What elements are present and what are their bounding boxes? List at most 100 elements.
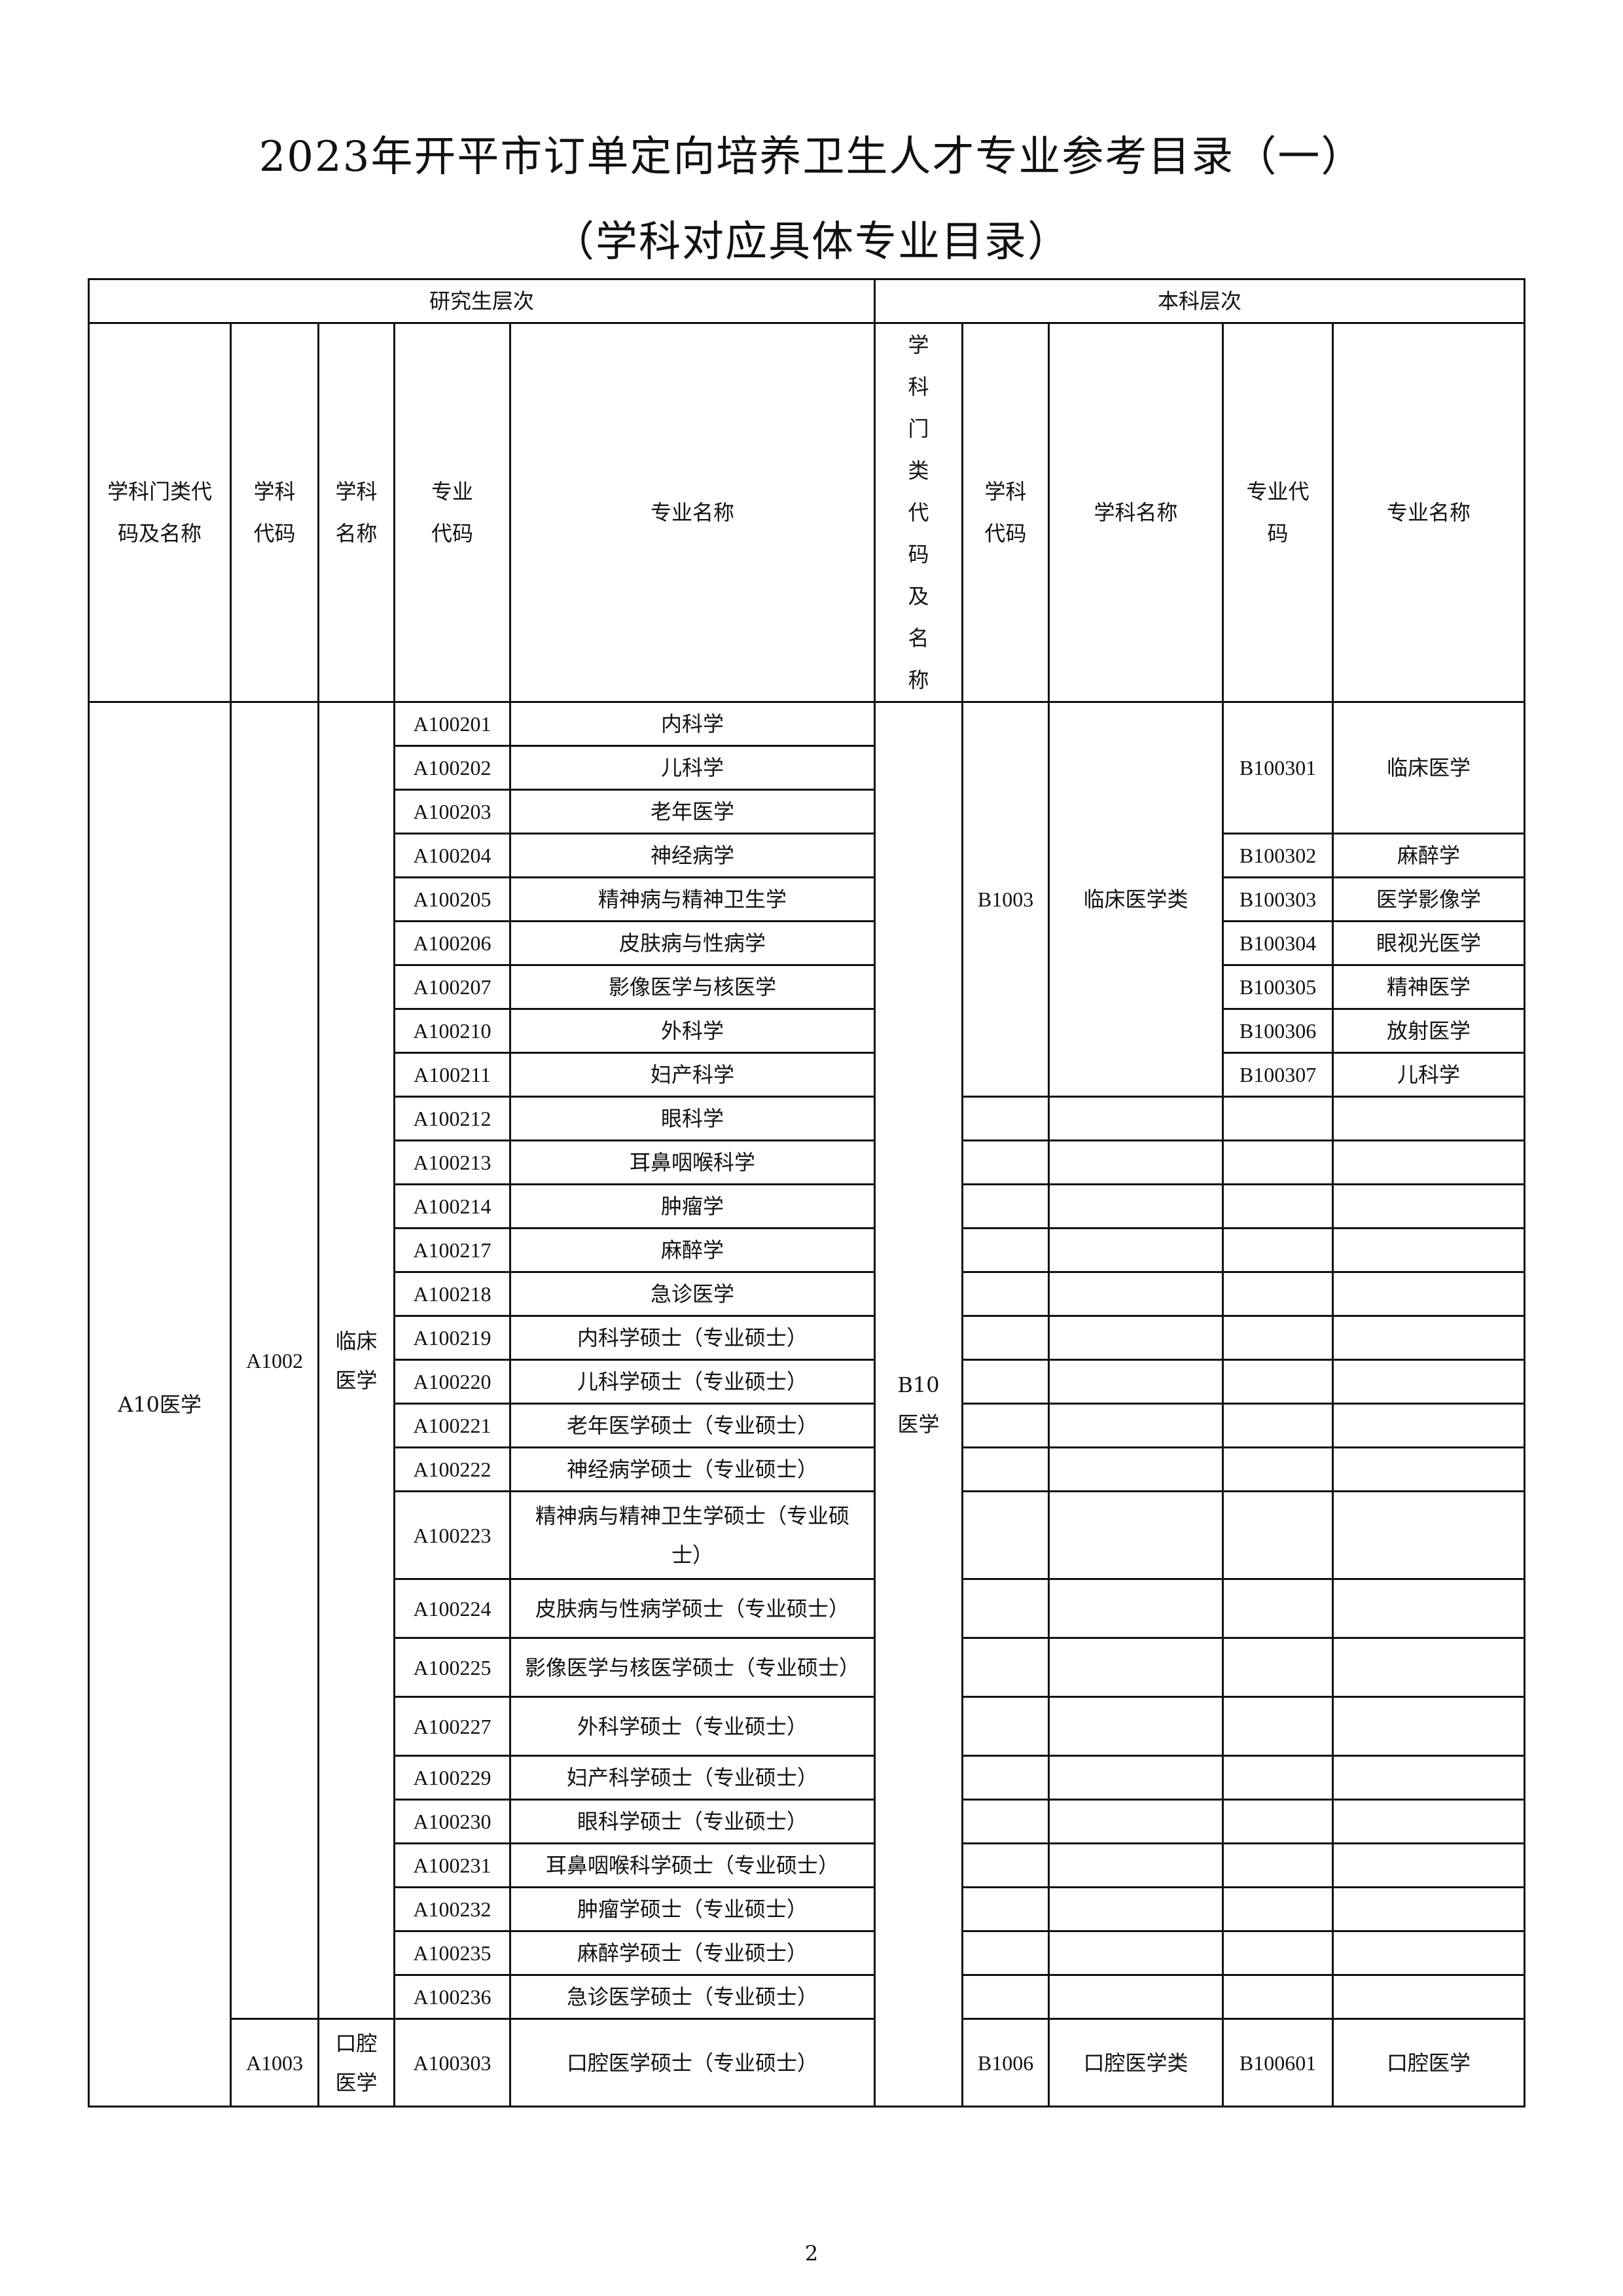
empty-cell	[1222, 1755, 1334, 1801]
empty-cell	[961, 1139, 1050, 1185]
empty-cell	[1222, 1930, 1334, 1976]
empty-cell	[1332, 1227, 1526, 1273]
grad-major-name: 外科学硕士（专业硕士）	[508, 1696, 876, 1757]
ug-discipline-name: 口腔医学类	[1048, 2018, 1224, 2108]
empty-cell	[1332, 1403, 1526, 1448]
ug-discipline-code: B1003	[961, 701, 1050, 1098]
table-row: A100222 神经病学硕士（专业硕士）	[89, 1446, 1526, 1492]
grad-col-major-code: 专业代码	[393, 322, 511, 703]
empty-cell	[961, 1799, 1050, 1844]
grad-discipline-name: 口腔医学	[317, 2018, 395, 2108]
grad-major-code: A100220	[393, 1359, 511, 1405]
empty-cell	[1048, 1403, 1224, 1448]
grad-major-code: A100222	[393, 1446, 511, 1492]
ug-major-code: B100307	[1222, 1052, 1334, 1098]
empty-cell	[1332, 1578, 1526, 1639]
table-row: A100204 神经病学 B100302 麻醉学	[89, 833, 1526, 878]
undergrad-level-header: 本科层次	[874, 278, 1526, 324]
table-row: A100211 妇产科学 B100307 儿科学	[89, 1052, 1526, 1098]
empty-cell	[1222, 1446, 1334, 1492]
empty-cell	[1048, 1096, 1224, 1141]
empty-cell	[1332, 1490, 1526, 1580]
empty-cell	[1332, 1637, 1526, 1698]
ug-major-name: 儿科学	[1332, 1052, 1526, 1098]
grad-major-code: A100214	[393, 1183, 511, 1229]
empty-cell	[961, 1359, 1050, 1405]
ug-col-category: 学科门类代码及名称	[874, 322, 964, 703]
table-row: A1003 口腔医学 A100303 口腔医学硕士（专业硕士） B1006 口腔医学类 B1…	[89, 2018, 1526, 2108]
level-header-row: 研究生层次 本科层次	[87, 278, 1526, 324]
empty-cell	[1048, 1271, 1224, 1317]
empty-cell	[961, 1886, 1050, 1932]
grad-major-name: 眼科学	[508, 1096, 876, 1141]
grad-major-code: A100231	[393, 1842, 511, 1888]
empty-cell	[1332, 1696, 1526, 1757]
grad-major-name: 耳鼻咽喉科学硕士（专业硕士）	[508, 1842, 876, 1888]
empty-cell	[1222, 1842, 1334, 1888]
table-row: A100212 眼科学	[89, 1096, 1526, 1141]
ug-discipline-name: 临床医学类	[1048, 701, 1224, 1098]
empty-cell	[1222, 1315, 1334, 1361]
table-row: A100214 肿瘤学	[89, 1183, 1526, 1229]
table-row: A100225 影像医学与核医学硕士（专业硕士）	[89, 1637, 1526, 1698]
empty-cell	[1048, 1315, 1224, 1361]
empty-cell	[1048, 1755, 1224, 1801]
table-row: A100230 眼科学硕士（专业硕士）	[89, 1799, 1526, 1844]
grad-discipline-code: A1003	[230, 2018, 319, 2108]
grad-major-name: 耳鼻咽喉科学	[508, 1139, 876, 1185]
empty-cell	[1048, 1359, 1224, 1405]
grad-major-name: 精神病与精神卫生学硕士（专业硕士）	[508, 1490, 876, 1580]
grad-col-major-name: 专业名称	[508, 322, 876, 703]
empty-cell	[1048, 1578, 1224, 1639]
table-row: A100231 耳鼻咽喉科学硕士（专业硕士）	[89, 1842, 1526, 1888]
table-row: A100235 麻醉学硕士（专业硕士）	[89, 1930, 1526, 1976]
empty-cell	[1048, 1974, 1224, 2020]
empty-cell	[1048, 1227, 1224, 1273]
ug-col-major-code: 专业代码	[1222, 322, 1334, 703]
empty-cell	[1048, 1490, 1224, 1580]
ug-major-name: 精神医学	[1332, 964, 1526, 1010]
ug-major-name: 麻醉学	[1332, 833, 1526, 878]
ug-col-discipline-code: 学科代码	[961, 322, 1050, 703]
empty-cell	[1222, 1359, 1334, 1405]
ug-major-name: 口腔医学	[1332, 2018, 1526, 2108]
empty-cell	[1222, 1886, 1334, 1932]
table-row: A100219 内科学硕士（专业硕士）	[89, 1315, 1526, 1361]
empty-cell	[961, 1696, 1050, 1757]
grad-major-name: 麻醉学	[508, 1227, 876, 1273]
grad-major-name: 老年医学硕士（专业硕士）	[508, 1403, 876, 1448]
grad-major-code: A100236	[393, 1974, 511, 2020]
grad-category: A10医学	[88, 701, 232, 2108]
empty-cell	[1332, 1799, 1526, 1844]
ug-major-code: B100301	[1222, 701, 1334, 834]
empty-cell	[1048, 1930, 1224, 1976]
grad-col-category: 学科门类代码及名称	[88, 322, 232, 703]
table-row: A100236 急诊医学硕士（专业硕士）	[89, 1974, 1526, 2020]
empty-cell	[961, 1315, 1050, 1361]
empty-cell	[1222, 1578, 1334, 1639]
grad-major-code: A100217	[393, 1227, 511, 1273]
grad-major-code: A100221	[393, 1403, 511, 1448]
empty-cell	[961, 1183, 1050, 1229]
grad-major-code: A100207	[393, 964, 511, 1010]
empty-cell	[961, 1637, 1050, 1698]
empty-cell	[1222, 1637, 1334, 1698]
grad-major-code: A100235	[393, 1930, 511, 1976]
grad-major-code: A100229	[393, 1755, 511, 1801]
table-row: A100221 老年医学硕士（专业硕士）	[89, 1403, 1526, 1448]
grad-major-name: 肿瘤学	[508, 1183, 876, 1229]
document-subtitle: （学科对应具体专业目录）	[552, 218, 1071, 266]
table-row: A100232 肿瘤学硕士（专业硕士）	[89, 1886, 1526, 1932]
empty-cell	[1222, 1799, 1334, 1844]
grad-major-name: 精神病与精神卫生学	[508, 876, 876, 922]
empty-cell	[1332, 1886, 1526, 1932]
empty-cell	[1332, 1974, 1526, 2020]
grad-major-code: A100232	[393, 1886, 511, 1932]
grad-major-name: 急诊医学	[508, 1271, 876, 1317]
empty-cell	[1048, 1799, 1224, 1844]
ug-major-code: B100304	[1222, 920, 1334, 966]
empty-cell	[1222, 1403, 1334, 1448]
table-row: A100218 急诊医学	[89, 1271, 1526, 1317]
empty-cell	[1332, 1271, 1526, 1317]
graduate-level-header: 研究生层次	[87, 278, 876, 324]
